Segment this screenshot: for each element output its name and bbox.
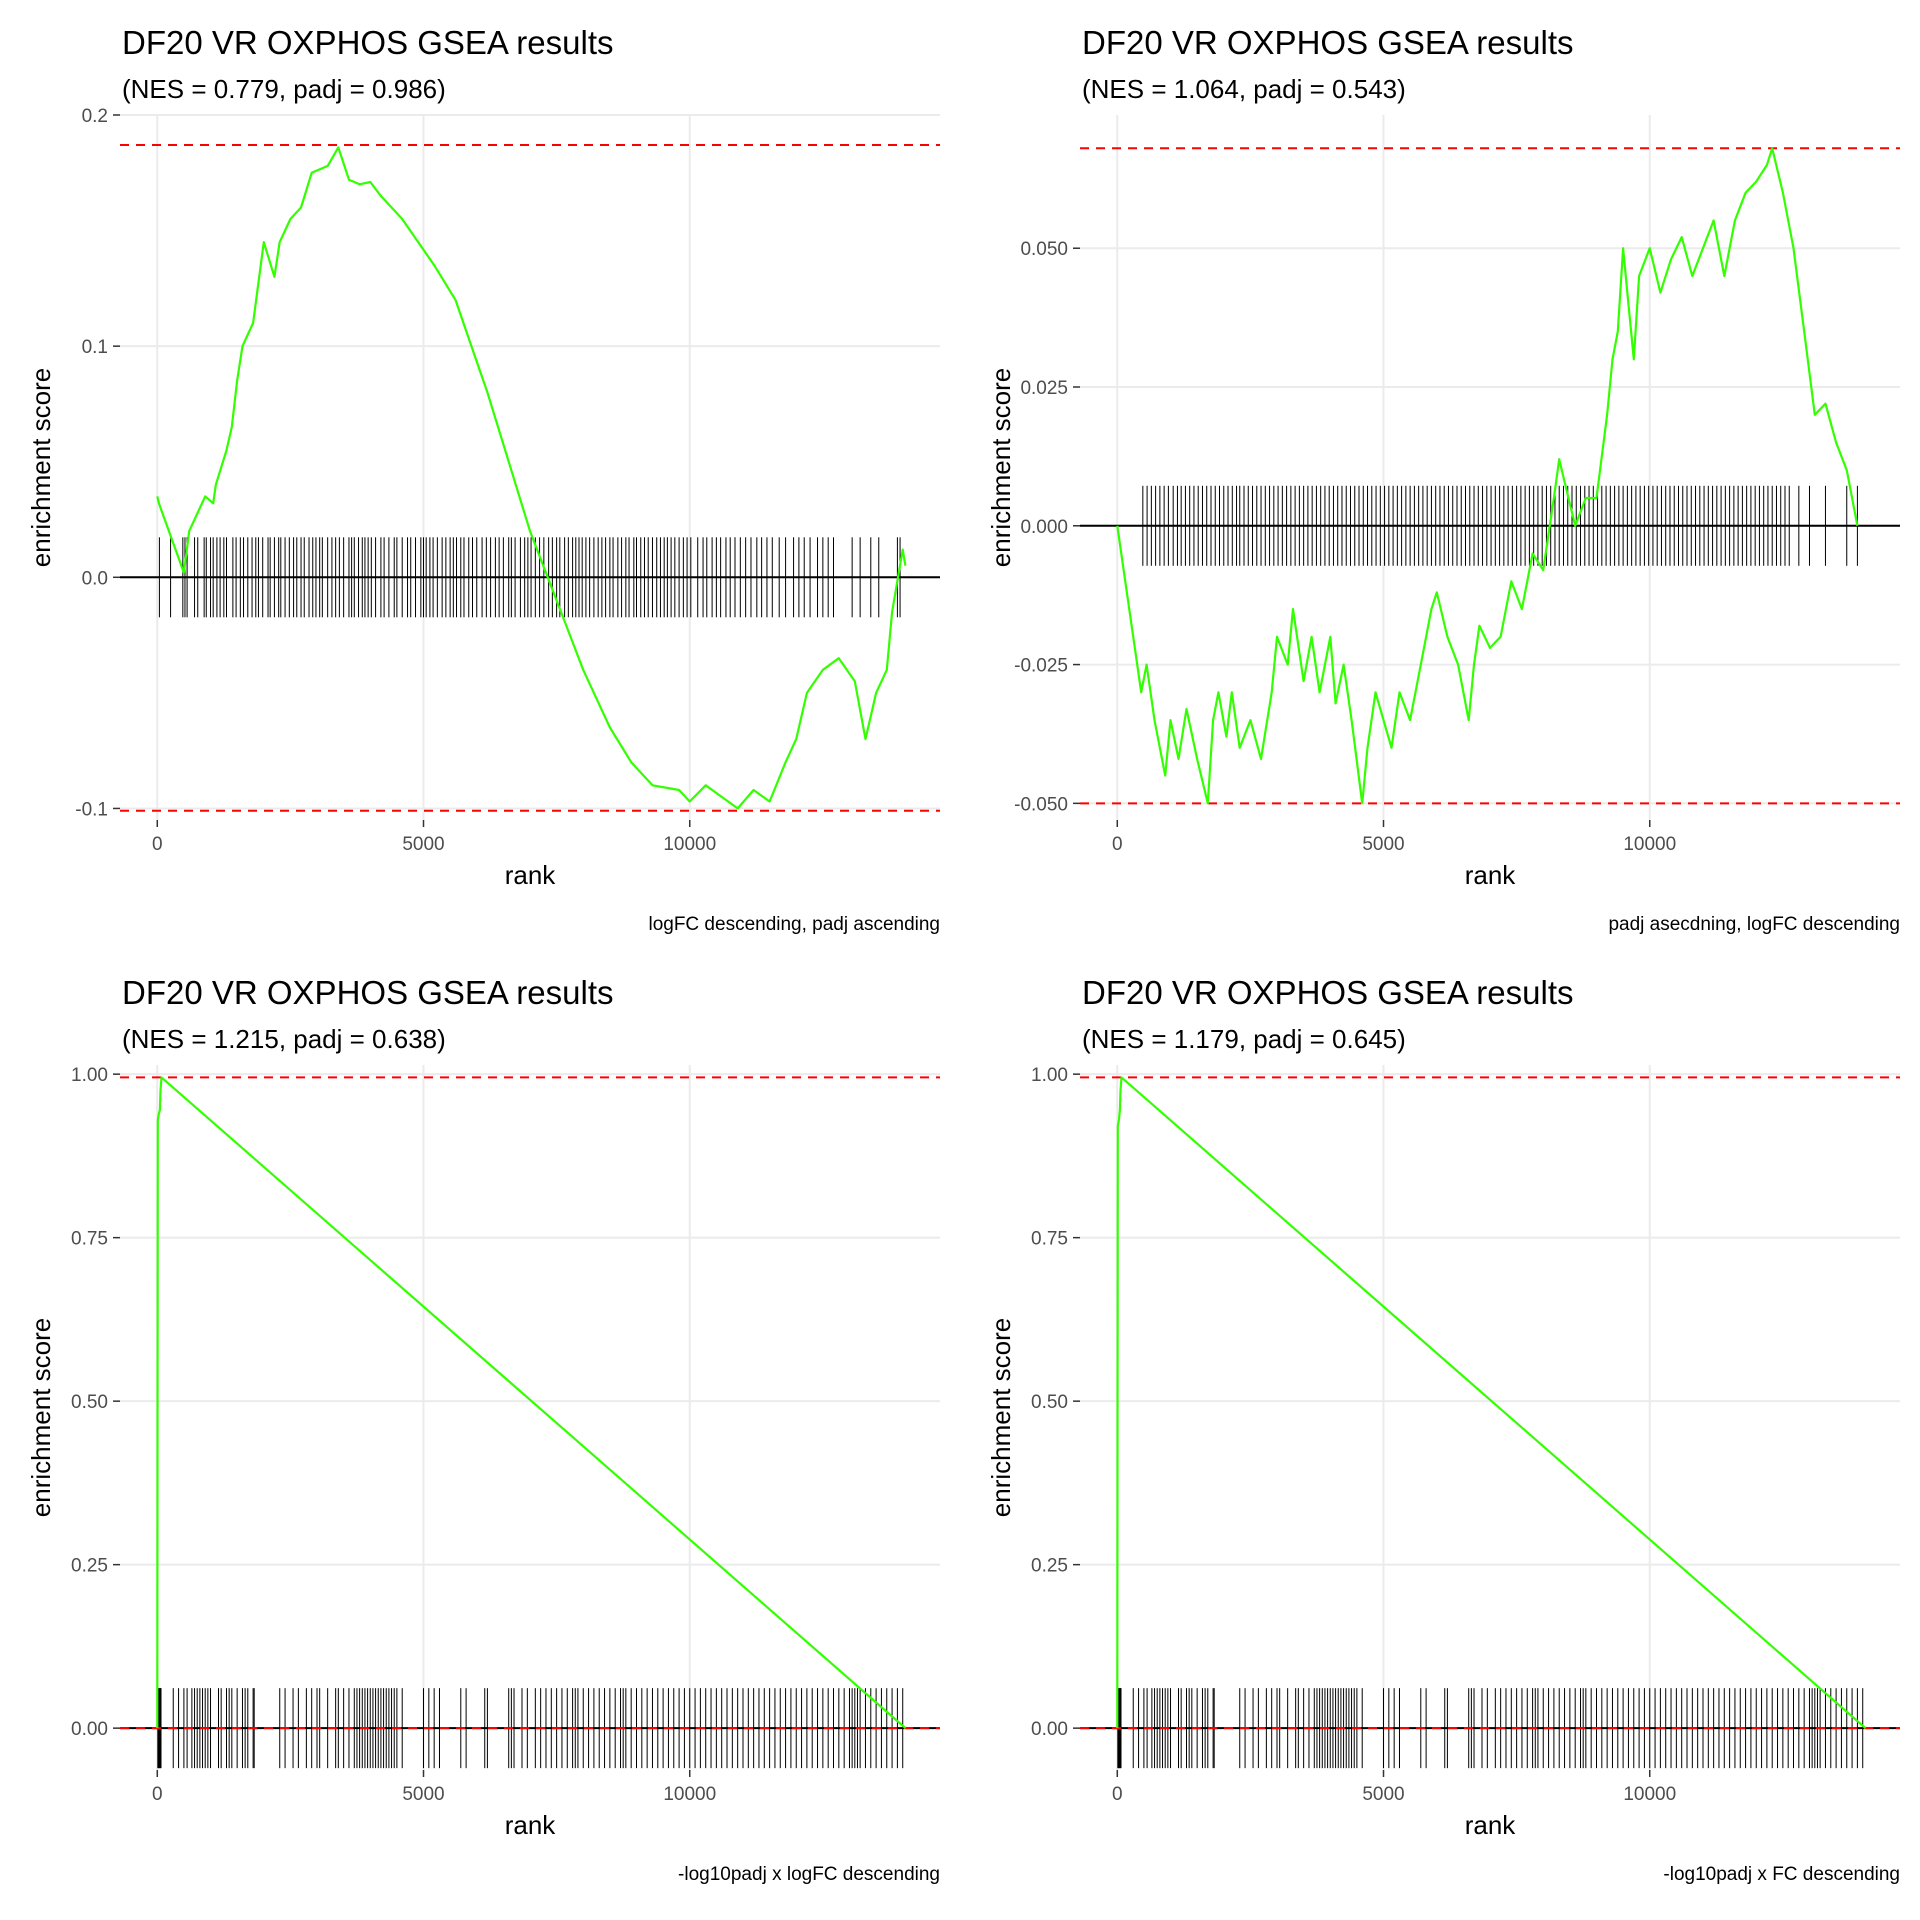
y-tick-label: -0.1	[75, 799, 108, 820]
y-axis-title: enrichment score	[986, 368, 1016, 567]
chart-title: DF20 VR OXPHOS GSEA results	[1082, 974, 1574, 1011]
chart-caption: -log10padj x logFC descending	[678, 1864, 940, 1885]
y-axis-title: enrichment score	[26, 368, 56, 567]
x-tick-label: 10000	[1623, 834, 1676, 855]
x-tick-label: 10000	[663, 1784, 716, 1805]
y-tick-label: 0.50	[1031, 1392, 1068, 1413]
chart-caption: padj asecdning, logFC descending	[1608, 914, 1900, 935]
y-tick-label: 0.50	[71, 1392, 108, 1413]
chart-subtitle: (NES = 1.064, padj = 0.543)	[1082, 74, 1406, 104]
enrichment-score-line	[156, 146, 907, 810]
chart-title: DF20 VR OXPHOS GSEA results	[1082, 24, 1574, 61]
y-axis-title: enrichment score	[26, 1318, 56, 1517]
y-tick-label: 0.00	[71, 1719, 108, 1740]
y-tick-label: 0.25	[71, 1556, 108, 1577]
chart-caption: -log10padj x FC descending	[1663, 1864, 1900, 1885]
x-tick-label: 0	[152, 1784, 163, 1805]
x-tick-label: 0	[152, 834, 163, 855]
x-tick-label: 5000	[402, 834, 444, 855]
y-tick-label: 0.2	[82, 106, 108, 127]
x-tick-label: 0	[1112, 834, 1123, 855]
y-tick-label: 0.050	[1020, 239, 1068, 260]
gsea-panel-2: 0 5000 10000 -0.050 -0.025 0.000 0.025 0.050 DF2…	[986, 24, 1900, 935]
y-tick-label: 0.00	[1031, 1719, 1068, 1740]
enrichment-score-line	[1116, 147, 1859, 805]
y-tick-label: 0.75	[1031, 1229, 1068, 1250]
gsea-panel-3: 0 5000 10000 0.00 0.25 0.50 0.75 1.00 DF20 VR OX…	[26, 974, 940, 1885]
x-tick-label: 5000	[1362, 834, 1404, 855]
x-tick-label: 10000	[1623, 1784, 1676, 1805]
y-tick-label: 0.025	[1020, 378, 1068, 399]
y-tick-label: -0.050	[1014, 794, 1068, 815]
enrichment-score-line	[156, 1076, 907, 1729]
chart-title: DF20 VR OXPHOS GSEA results	[122, 974, 614, 1011]
x-tick-label: 10000	[663, 834, 716, 855]
x-axis-title: rank	[1465, 1810, 1517, 1840]
x-axis-title: rank	[505, 860, 557, 890]
x-tick-label: 0	[1112, 1784, 1123, 1805]
y-tick-label: 1.00	[71, 1065, 108, 1086]
gsea-panel-4: 0 5000 10000 0.00 0.25 0.50 0.75 1.00 DF20 VR OX…	[986, 974, 1900, 1885]
y-tick-label: 0.000	[1020, 517, 1068, 538]
y-tick-label: 0.75	[71, 1229, 108, 1250]
chart-subtitle: (NES = 1.215, padj = 0.638)	[122, 1024, 446, 1054]
y-tick-label: 0.1	[82, 337, 108, 358]
y-tick-label: -0.025	[1014, 656, 1068, 677]
chart-caption: logFC descending, padj ascending	[648, 914, 940, 935]
x-tick-label: 5000	[402, 1784, 444, 1805]
y-tick-label: 0.25	[1031, 1556, 1068, 1577]
x-axis-title: rank	[1465, 860, 1517, 890]
chart-subtitle: (NES = 1.179, padj = 0.645)	[1082, 1024, 1406, 1054]
y-tick-label: 1.00	[1031, 1065, 1068, 1086]
chart-title: DF20 VR OXPHOS GSEA results	[122, 24, 614, 61]
chart-subtitle: (NES = 0.779, padj = 0.986)	[122, 74, 446, 104]
enrichment-score-line	[1116, 1076, 1867, 1729]
x-tick-label: 5000	[1362, 1784, 1404, 1805]
gsea-panel-1: 0 5000 10000 -0.1 0.0 0.1 0.2 DF20 VR OXPHOS GS…	[26, 24, 940, 935]
x-axis-title: rank	[505, 1810, 557, 1840]
y-tick-label: 0.0	[82, 568, 108, 589]
y-axis-title: enrichment score	[986, 1318, 1016, 1517]
